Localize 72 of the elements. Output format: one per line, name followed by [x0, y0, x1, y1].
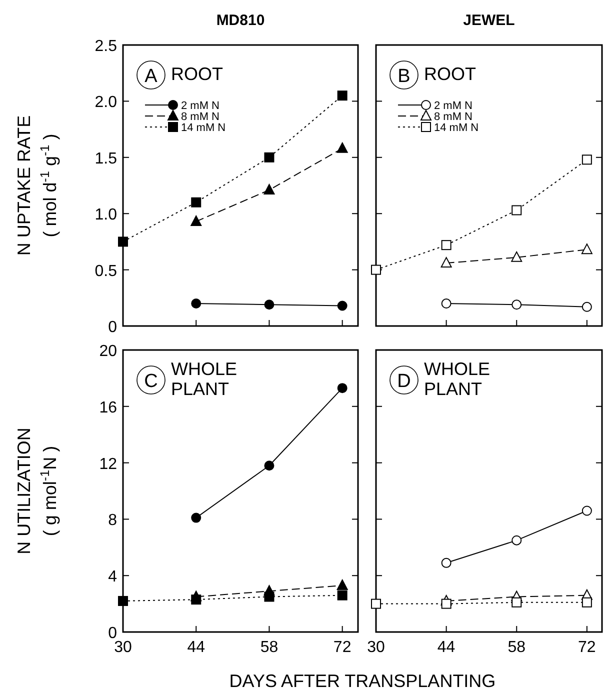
- point: [441, 558, 452, 568]
- point: [371, 598, 381, 609]
- point: [337, 383, 348, 394]
- legend-label: 14 mM N: [181, 122, 226, 134]
- point: [191, 197, 202, 208]
- point: [191, 594, 202, 605]
- y-tick-label: 20: [99, 343, 118, 360]
- point: [191, 298, 202, 309]
- legend-label: 2 mM N: [434, 100, 473, 112]
- point: [264, 592, 274, 602]
- annotation: ROOT: [424, 64, 476, 84]
- y-tick-label: 1.5: [94, 150, 118, 168]
- annotation: B: [398, 66, 410, 87]
- point: [582, 506, 592, 516]
- annotation: A: [144, 66, 158, 87]
- point: [512, 205, 522, 216]
- x-tick-label: 30: [367, 639, 385, 656]
- point: [440, 257, 452, 268]
- point: [264, 460, 274, 471]
- point: [441, 598, 452, 609]
- point: [190, 215, 202, 226]
- chart-title: JEWEL: [463, 12, 515, 29]
- point: [511, 251, 522, 262]
- y-tick-label: 2.5: [94, 38, 118, 55]
- y-tick-label: 12: [99, 456, 118, 473]
- point: [371, 264, 381, 275]
- y-tick-label: 1.0: [94, 206, 118, 224]
- y-tick-label: 0: [108, 319, 118, 336]
- point: [582, 597, 592, 608]
- point: [582, 302, 592, 312]
- x-tick-label: 44: [187, 639, 206, 656]
- y-tick-label: 2.0: [94, 94, 118, 112]
- point: [118, 596, 128, 606]
- x-tick-label: 30: [114, 639, 132, 656]
- y-tick-label: 16: [99, 399, 118, 416]
- legend-label: 8 mM N: [434, 111, 473, 123]
- point: [337, 90, 348, 101]
- annotation: WHOLE PLANT: [171, 359, 238, 399]
- legend-label: 14 mM N: [434, 122, 479, 134]
- point: [512, 300, 522, 310]
- point: [512, 597, 522, 608]
- point: [581, 244, 592, 254]
- point: [118, 236, 128, 247]
- point: [582, 154, 592, 165]
- point: [336, 142, 348, 153]
- chart-title: MD810: [216, 12, 265, 29]
- y-tick-label: 8: [108, 512, 118, 530]
- point: [264, 152, 274, 162]
- y-tick-label: 0: [108, 625, 118, 642]
- point: [336, 579, 348, 590]
- x-axis-title: DAYS AFTER TRANSPLANTING: [229, 671, 496, 691]
- point: [264, 300, 274, 310]
- point: [512, 535, 522, 546]
- annotation: C: [144, 371, 158, 392]
- x-tick-label: 72: [578, 639, 596, 656]
- annotation: WHOLE PLANT: [424, 359, 490, 399]
- y-tick-label: 4: [108, 568, 118, 586]
- point: [264, 184, 275, 194]
- point: [337, 300, 348, 311]
- point: [191, 512, 202, 523]
- annotation: ROOT: [171, 64, 223, 84]
- x-tick-label: 44: [437, 639, 456, 656]
- point: [441, 298, 452, 309]
- x-tick-label: 58: [508, 639, 526, 656]
- legend-label: 8 mM N: [181, 111, 220, 123]
- legend-label: 2 mM N: [181, 100, 220, 112]
- annotation: D: [397, 371, 411, 392]
- x-tick-label: 72: [333, 639, 352, 656]
- point: [441, 240, 452, 250]
- point: [337, 590, 348, 600]
- y-tick-label: 0.5: [94, 262, 118, 280]
- x-tick-label: 58: [260, 639, 278, 656]
